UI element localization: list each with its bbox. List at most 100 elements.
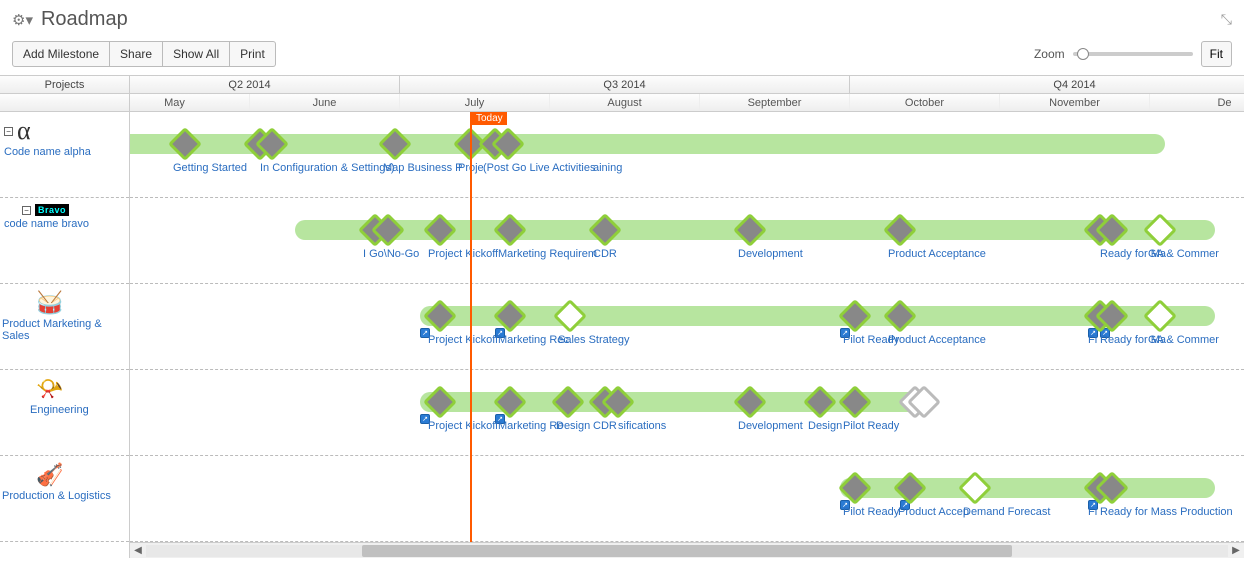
milestone-label[interactable]: Product Acceptance <box>888 334 986 346</box>
milestone-label[interactable]: Design <box>808 420 842 432</box>
quarter-cell: Q4 2014 <box>850 76 1244 93</box>
scroll-left-arrow[interactable]: ◀ <box>130 545 146 556</box>
zoom-slider[interactable] <box>1073 52 1193 56</box>
collapse-icon[interactable]: ⤡ <box>1221 11 1232 28</box>
milestone[interactable] <box>383 132 407 156</box>
collapse-toggle[interactable]: − <box>4 127 13 136</box>
timeline-row-prod: ↗↗↗Pilot ReadyProduct AccepDemand Foreca… <box>130 456 1244 542</box>
milestone-label[interactable]: Sales Strategy <box>558 334 630 346</box>
milestone-label[interactable]: sifications <box>618 420 666 432</box>
project-prod[interactable]: 🎻 Production & Logistics <box>0 456 129 542</box>
milestone-label[interactable]: Marketing Re <box>498 420 563 432</box>
milestone[interactable] <box>593 218 617 242</box>
milestone-label[interactable]: Getting Started <box>173 162 247 174</box>
month-cell: De <box>1150 94 1244 111</box>
milestone-label[interactable]: Project Kickoff <box>428 334 498 346</box>
milestone-label[interactable]: I Go\No-Go <box>363 248 419 260</box>
projects-sidebar: Projects − α Code name alpha − Bravo cod… <box>0 76 130 558</box>
milestone-label[interactable]: (Post Go Live Activities <box>483 162 596 174</box>
zoom-slider-thumb[interactable] <box>1077 48 1089 60</box>
show-all-button[interactable]: Show All <box>163 41 230 67</box>
milestone[interactable] <box>498 390 522 414</box>
scroll-track[interactable] <box>146 545 1228 557</box>
milestone[interactable] <box>428 304 452 328</box>
project-bravo[interactable]: − Bravo code name bravo <box>0 198 129 284</box>
milestone[interactable] <box>738 390 762 414</box>
milestone[interactable] <box>1100 304 1124 328</box>
milestone-label[interactable]: GA & Commer <box>1148 334 1219 346</box>
milestone-label[interactable]: GA & Commer <box>1148 248 1219 260</box>
project-bravo-label[interactable]: code name bravo <box>4 218 125 230</box>
milestone[interactable] <box>843 390 867 414</box>
timeline-row-eng: ↗↗Project KickoffMarketing ReDesignCDRsi… <box>130 370 1244 456</box>
scroll-right-arrow[interactable]: ▶ <box>1228 545 1244 556</box>
milestone[interactable] <box>260 132 284 156</box>
milestone[interactable] <box>1100 218 1124 242</box>
project-eng[interactable]: 📯 Engineering <box>0 370 129 456</box>
milestone-label[interactable]: Map Business P <box>383 162 462 174</box>
milestone-label[interactable]: Project Kickoff <box>428 248 498 260</box>
milestone-label[interactable]: aining <box>593 162 622 174</box>
timeline-row-bravo: I Go\No-Go Project KickoffMarketing Requi… <box>130 198 1244 284</box>
milestone[interactable] <box>738 218 762 242</box>
milestone-label[interactable]: Pilot Ready <box>843 420 899 432</box>
milestone-label[interactable]: Development <box>738 420 803 432</box>
milestone-label[interactable]: CDR <box>593 420 617 432</box>
milestone-label[interactable]: Design <box>556 420 590 432</box>
milestone[interactable] <box>428 218 452 242</box>
milestone-label[interactable]: Project Kickoff <box>428 420 498 432</box>
toolbar: Add Milestone Share Show All Print Zoom … <box>0 37 1244 75</box>
milestone-label[interactable]: Demand Forecast <box>963 506 1050 518</box>
collapse-toggle[interactable]: − <box>22 206 31 215</box>
milestone-label[interactable]: Fi <box>1088 334 1097 346</box>
project-prod-label[interactable]: Production & Logistics <box>2 490 125 502</box>
sidebar-head: Projects <box>0 76 129 94</box>
page-header: ⚙▾ Roadmap ⤡ <box>0 0 1244 37</box>
project-eng-label[interactable]: Engineering <box>30 404 125 416</box>
add-milestone-button[interactable]: Add Milestone <box>12 41 110 67</box>
milestone[interactable] <box>898 476 922 500</box>
fit-button[interactable]: Fit <box>1201 41 1232 67</box>
milestone[interactable] <box>498 218 522 242</box>
horizontal-scrollbar[interactable]: ◀ ▶ <box>130 542 1244 558</box>
milestone[interactable] <box>173 132 197 156</box>
milestone[interactable] <box>808 390 832 414</box>
milestone[interactable] <box>888 304 912 328</box>
milestone[interactable] <box>498 304 522 328</box>
page-title: Roadmap <box>41 8 128 31</box>
milestone-label[interactable]: Marketing Requirem <box>498 248 597 260</box>
milestone[interactable] <box>496 132 520 156</box>
gear-icon[interactable]: ⚙▾ <box>12 11 33 29</box>
milestone[interactable] <box>1100 476 1124 500</box>
milestone-label[interactable]: Product Accep <box>898 506 969 518</box>
milestone[interactable] <box>1148 218 1172 242</box>
print-button[interactable]: Print <box>230 41 276 67</box>
milestone[interactable] <box>376 218 400 242</box>
milestone[interactable] <box>843 476 867 500</box>
milestone-label[interactable]: Ready for Mass Production <box>1100 506 1233 518</box>
milestone-label[interactable]: CDR <box>593 248 617 260</box>
milestone[interactable] <box>556 390 580 414</box>
project-alpha[interactable]: − α Code name alpha <box>0 112 129 198</box>
project-pms[interactable]: 🥁 Product Marketing & Sales <box>0 284 129 370</box>
project-pms-label[interactable]: Product Marketing & Sales <box>2 318 125 342</box>
share-button[interactable]: Share <box>110 41 163 67</box>
milestone[interactable] <box>428 390 452 414</box>
month-cell: May <box>130 94 250 111</box>
milestone[interactable] <box>843 304 867 328</box>
milestone[interactable] <box>912 390 936 414</box>
scroll-thumb[interactable] <box>362 545 1011 557</box>
milestone[interactable] <box>1148 304 1172 328</box>
timeline-months: MayJuneJulyAugustSeptemberOctoberNovembe… <box>130 94 1244 112</box>
milestone[interactable] <box>888 218 912 242</box>
milestone-label[interactable]: Product Acceptance <box>888 248 986 260</box>
milestone[interactable] <box>606 390 630 414</box>
milestone-label[interactable]: Development <box>738 248 803 260</box>
milestone-label[interactable]: Fi <box>1088 506 1097 518</box>
milestone-label[interactable]: In Configuration & Settings) <box>260 162 395 174</box>
milestone[interactable] <box>558 304 582 328</box>
milestone[interactable] <box>963 476 987 500</box>
timeline-row-pms: ↗↗↗↗↗Project KickoffMarketing RecSales S… <box>130 284 1244 370</box>
project-alpha-label[interactable]: Code name alpha <box>4 146 125 158</box>
milestone-label[interactable]: Pilot Ready <box>843 506 899 518</box>
